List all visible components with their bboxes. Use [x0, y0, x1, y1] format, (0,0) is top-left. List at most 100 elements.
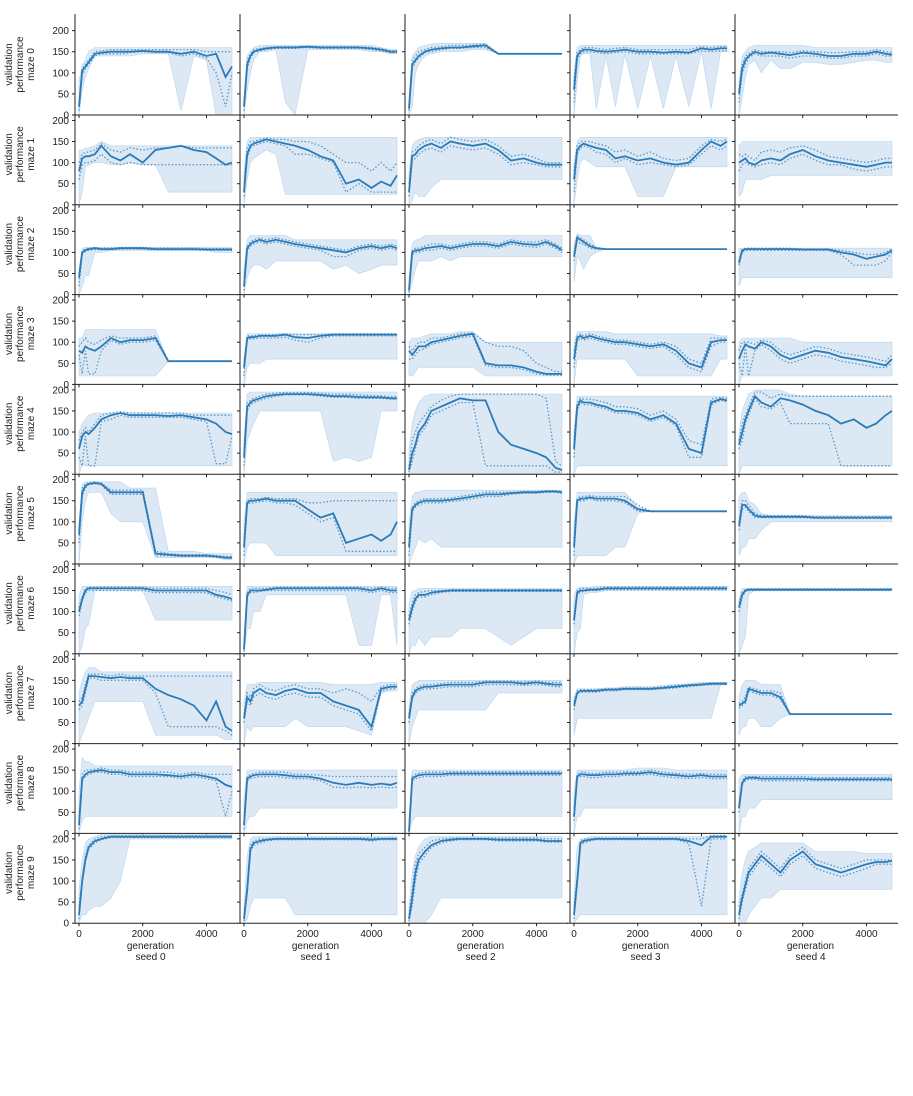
y-axis-title-part: performance	[15, 126, 26, 183]
panel-maze-5-seed-0: 0 50 100 150 200	[52, 463, 238, 571]
panel-maze-7-seed-1	[237, 642, 403, 747]
min-max-band	[573, 331, 728, 385]
quantile-line-upper	[408, 332, 562, 373]
min-max-band	[573, 492, 727, 565]
quantile-line-lower	[243, 46, 397, 111]
quantile-line-upper	[573, 46, 727, 82]
min-max-band	[573, 45, 728, 116]
quantile-line-upper	[243, 45, 397, 105]
quantile-line-lower	[573, 773, 727, 821]
y-tick-label: 0	[63, 200, 69, 211]
min-max-band	[243, 586, 398, 654]
y-tick-label: 150	[52, 855, 69, 866]
mean-line	[78, 144, 233, 172]
quantile-line-upper	[573, 333, 727, 365]
y-tick-label: 200	[52, 565, 69, 576]
panel-maze-4-seed-3	[567, 373, 733, 478]
mean-line	[573, 398, 728, 455]
min-max-band	[78, 247, 233, 295]
row-label: validation performance maze 5	[4, 485, 37, 542]
quantile-line-lower	[243, 500, 397, 556]
column-label: seed 1	[300, 952, 330, 963]
min-max-band	[408, 235, 563, 295]
panel-maze-2-seed-4	[732, 193, 898, 298]
row-label: validation performance maze 2	[4, 216, 37, 273]
quantile-line-upper	[408, 43, 562, 107]
min-max-band	[243, 682, 398, 744]
x-tick-label: 4000	[690, 929, 713, 940]
quantile-line-lower	[738, 153, 892, 172]
quantile-line-lower	[408, 46, 562, 111]
y-tick-label: 50	[58, 89, 70, 100]
mean-line	[408, 397, 563, 471]
min-max-band	[738, 492, 893, 556]
row-label: validation performance maze 3	[4, 305, 37, 362]
min-max-band	[243, 235, 398, 295]
panel-maze-1-seed-4	[732, 103, 898, 208]
y-tick-label: 150	[52, 317, 69, 328]
y-tick-label: 50	[58, 449, 70, 460]
panel-maze-4-seed-1	[237, 373, 403, 478]
row-maze-label: maze 8	[26, 766, 37, 799]
y-axis-title-part: validation	[4, 43, 15, 85]
y-tick-label: 100	[52, 517, 69, 528]
min-max-band	[573, 767, 728, 834]
mean-line	[408, 772, 562, 832]
y-axis-title-part: performance	[15, 754, 26, 811]
min-max-band	[738, 842, 893, 924]
y-axis-title-part: performance	[15, 395, 26, 452]
mean-line	[738, 588, 892, 608]
quantile-line-upper	[573, 138, 728, 172]
quantile-line-upper	[243, 391, 397, 449]
panel-maze-8-seed-1	[237, 732, 403, 837]
x-tick-label: 4000	[360, 929, 383, 940]
quantile-line-upper	[243, 496, 397, 539]
mean-line	[408, 240, 563, 291]
y-axis-title-part: validation	[4, 223, 15, 265]
y-tick-label: 0	[63, 470, 69, 481]
row-maze-label: maze 5	[26, 497, 37, 530]
mean-line	[738, 776, 892, 809]
quantile-line-lower	[243, 335, 397, 377]
mean-line	[78, 336, 232, 363]
quantile-line-lower	[408, 839, 562, 922]
y-axis-title-part: validation	[4, 403, 15, 445]
min-max-band	[738, 774, 893, 834]
x-tick-label: 2000	[627, 929, 650, 940]
mean-line	[738, 850, 893, 915]
mean-line	[573, 835, 727, 915]
quantile-line-lower	[738, 396, 892, 467]
row-maze-label: maze 1	[26, 137, 37, 170]
panel-maze-8-seed-0: 0 50 100 150 200	[52, 732, 238, 840]
panel-maze-6-seed-2	[402, 552, 568, 657]
panel-maze-4-seed-4	[732, 373, 898, 478]
quantile-line-lower	[738, 53, 892, 103]
quantile-line-lower	[573, 589, 727, 625]
row-label: validation performance maze 9	[4, 844, 37, 901]
quantile-line-upper	[408, 771, 562, 830]
y-tick-label: 150	[52, 406, 69, 417]
min-max-band	[738, 337, 893, 385]
y-tick-label: 150	[52, 227, 69, 238]
y-tick-label: 200	[52, 26, 69, 37]
quantile-line-lower	[573, 50, 727, 103]
panel-maze-3-seed-1	[237, 283, 403, 388]
quantile-line-lower	[738, 589, 892, 612]
panel-maze-1-seed-1	[237, 103, 403, 208]
quantile-line-lower	[408, 774, 562, 833]
quantile-line-lower	[78, 153, 232, 180]
y-tick-label: 0	[63, 111, 69, 122]
quantile-line-lower	[243, 589, 397, 652]
x-axis-title: generation	[457, 941, 504, 952]
mean-line	[408, 838, 562, 920]
y-tick-label: 0	[63, 560, 69, 571]
panel-maze-6-seed-1	[237, 552, 403, 657]
min-max-band	[78, 141, 233, 205]
y-tick-label: 0	[63, 290, 69, 301]
min-max-band	[78, 586, 233, 654]
min-max-band	[243, 45, 398, 116]
min-max-band	[78, 329, 232, 377]
mean-line	[78, 835, 232, 915]
